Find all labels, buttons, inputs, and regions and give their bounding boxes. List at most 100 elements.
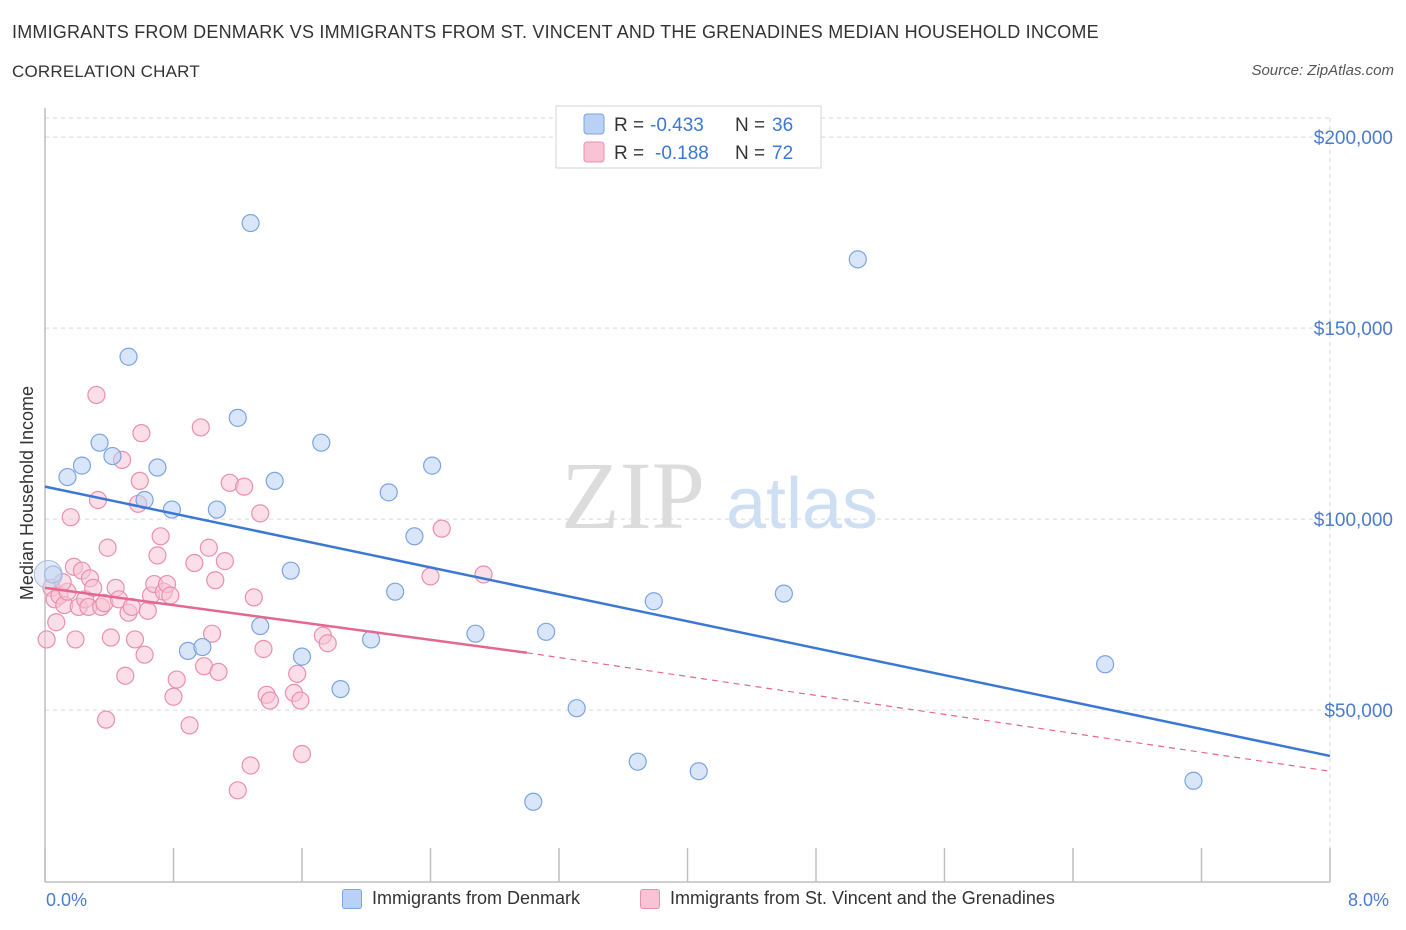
point-denmark [292,647,312,666]
point-svg [215,552,234,571]
point-svg [47,613,66,632]
point-denmark [281,561,300,580]
point-svg [228,781,247,800]
point-svg [254,639,273,659]
y-tick-labels: $50,000 $100,000 $150,000 $200,000 [1314,128,1393,722]
point-svg [96,710,116,729]
legend-bottom: Immigrants from Denmark Immigrants from … [0,888,1406,918]
point-svg [37,630,56,649]
point-denmark [423,456,442,475]
legend-label-svg: Immigrants from St. Vincent and the Gren… [670,888,1055,908]
legend-n-value-1: 36 [772,115,793,136]
point-denmark [405,527,424,546]
point-denmark [207,500,226,519]
point-denmark [251,616,270,636]
point-svg [318,634,337,653]
point-svg [291,691,310,710]
watermark-zip: ZIP [561,442,705,549]
axes [44,108,1331,883]
point-svg [151,527,170,546]
point-svg [209,662,228,682]
point-denmark [1184,771,1203,790]
point-denmark [119,347,138,366]
legend-swatch-denmark [583,113,605,135]
point-denmark [567,699,586,718]
legend-r-label-2: R = [614,143,644,164]
point-svg [185,553,204,573]
source-label: Source: ZipAtlas.com [1251,62,1394,79]
point-svg [84,578,103,597]
chart-title: IMMIGRANTS FROM DENMARK VS IMMIGRANTS FR… [12,22,1099,42]
point-denmark [689,762,708,781]
point-denmark [774,584,793,603]
point-svg [148,546,167,565]
point-svg [202,624,222,643]
legend-r-value-1: -0.433 [650,115,704,136]
point-svg [161,586,180,605]
point-denmark [58,467,77,487]
watermark: ZIP atlas [561,442,878,549]
legend-label-denmark: Immigrants from Denmark [372,888,581,908]
point-denmark [628,752,647,771]
point-denmark [265,471,284,490]
point-denmark [90,433,109,452]
point-svg [61,508,80,527]
point-svg [180,716,199,735]
point-denmark [312,433,331,452]
y-tick-label: $200,000 [1314,128,1393,149]
legend-n-label-1: N = [735,115,765,136]
legend-swatch-svg-bottom [640,888,660,909]
point-svg [235,477,254,496]
point-svg [132,424,151,443]
point-denmark [848,250,867,269]
point-svg [292,744,312,764]
point-svg [432,519,451,538]
point-denmark [72,456,92,475]
point-svg [288,664,307,683]
point-denmark [228,408,247,427]
point-denmark [386,582,405,601]
x-tick-label-max: 8.0% [1348,890,1390,910]
y-tick-label: $50,000 [1324,701,1393,722]
point-svg [251,504,270,523]
point-denmark [241,213,260,233]
point-svg [421,567,440,586]
point-svg [98,538,117,557]
point-denmark [1096,655,1115,674]
point-denmark [331,679,350,699]
y-axis-label: Median Household Income [17,386,37,600]
point-svg [191,418,210,437]
legend-r-label-1: R = [614,115,644,136]
point-svg [241,756,260,775]
legend-swatch-denmark-bottom [342,888,362,909]
series-denmark-points [33,213,1203,811]
legend-item-denmark: Immigrants from Denmark [342,888,580,909]
point-svg [138,601,157,620]
point-denmark [537,622,556,641]
point-denmark [193,637,212,657]
trend-line-svg-extrapolated [526,652,1331,772]
y-tick-label: $100,000 [1314,510,1393,531]
point-svg [206,571,225,590]
legend-item-svg: Immigrants from St. Vincent and the Gren… [640,888,1055,909]
x-tick-label-min: 0.0% [46,890,88,910]
watermark-atlas: atlas [726,464,878,544]
point-svg [135,645,154,664]
point-svg [87,385,106,405]
point-svg [199,538,218,557]
point-svg [116,666,135,685]
point-svg [244,588,263,607]
point-denmark [103,446,122,466]
point-svg [66,630,85,649]
point-svg [167,670,186,689]
point-denmark [524,792,543,811]
trend-lines [44,485,1331,772]
legend-swatch-svg [583,141,605,163]
point-denmark [379,483,398,502]
y-tick-label: $150,000 [1314,319,1393,340]
legend-n-value-2: 72 [772,143,793,164]
trend-line-denmark [44,485,1331,758]
point-denmark [644,592,663,611]
legend-n-label-2: N = [735,143,765,164]
